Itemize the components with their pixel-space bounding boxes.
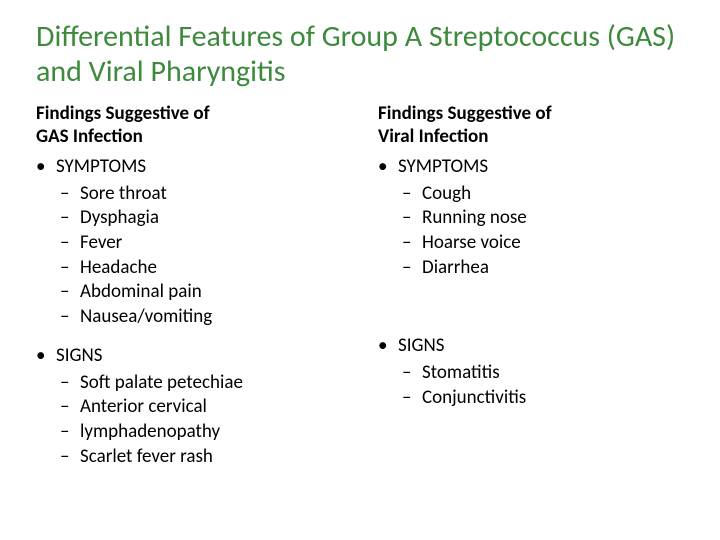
- bullet-icon: •: [378, 334, 398, 357]
- columns: Findings Suggestive of GAS Infection • S…: [36, 103, 690, 483]
- list-item: Diarrhea: [422, 256, 690, 281]
- list-item: Cough: [422, 182, 690, 207]
- right-subheading-line1: Findings Suggestive of: [378, 102, 552, 125]
- right-subheading-line2: Viral Infection: [378, 125, 488, 148]
- list-item: Hoarse voice: [422, 231, 690, 256]
- list-item: Abdominal pain: [80, 280, 348, 305]
- left-subheading-line1: Findings Suggestive of: [36, 102, 210, 125]
- bullet-icon: •: [36, 344, 56, 367]
- spacer: [378, 294, 690, 334]
- left-signs-label: SIGNS: [56, 344, 103, 367]
- left-column: Findings Suggestive of GAS Infection • S…: [36, 103, 348, 483]
- list-item: Stomatitis: [422, 361, 690, 386]
- bullet-icon: •: [36, 155, 56, 178]
- list-item: Fever: [80, 231, 348, 256]
- list-item: Nausea/vomiting: [80, 305, 348, 330]
- right-column: Findings Suggestive of Viral Infection •…: [378, 103, 690, 483]
- list-item: Running nose: [422, 206, 690, 231]
- left-subheading: Findings Suggestive of GAS Infection: [36, 103, 348, 149]
- right-symptoms-label: SYMPTOMS: [398, 155, 488, 178]
- slide: Differential Features of Group A Strepto…: [0, 0, 720, 540]
- left-symptoms-heading: • SYMPTOMS: [36, 155, 348, 178]
- right-signs-heading: • SIGNS: [378, 334, 690, 357]
- left-subheading-line2: GAS Infection: [36, 125, 143, 148]
- right-signs-label: SIGNS: [398, 334, 445, 357]
- left-signs-list: Soft palate petechiaeAnterior cervically…: [36, 371, 348, 470]
- list-item: Sore throat: [80, 182, 348, 207]
- list-item: Conjunctivitis: [422, 386, 690, 411]
- left-symptoms-list: Sore throatDysphagiaFeverHeadacheAbdomin…: [36, 182, 348, 330]
- list-item: Soft palate petechiae: [80, 371, 348, 396]
- right-signs-list: StomatitisConjunctivitis: [378, 361, 690, 410]
- left-signs-heading: • SIGNS: [36, 344, 348, 367]
- right-symptoms-list: CoughRunning noseHoarse voiceDiarrhea: [378, 182, 690, 281]
- list-item: Anterior cervical: [80, 395, 348, 420]
- list-item: Scarlet fever rash: [80, 445, 348, 470]
- list-item: lymphadenopathy: [80, 420, 348, 445]
- slide-title: Differential Features of Group A Strepto…: [36, 20, 690, 89]
- list-item: Dysphagia: [80, 206, 348, 231]
- left-symptoms-label: SYMPTOMS: [56, 155, 146, 178]
- list-item: Headache: [80, 256, 348, 281]
- bullet-icon: •: [378, 155, 398, 178]
- right-subheading: Findings Suggestive of Viral Infection: [378, 103, 690, 149]
- right-symptoms-heading: • SYMPTOMS: [378, 155, 690, 178]
